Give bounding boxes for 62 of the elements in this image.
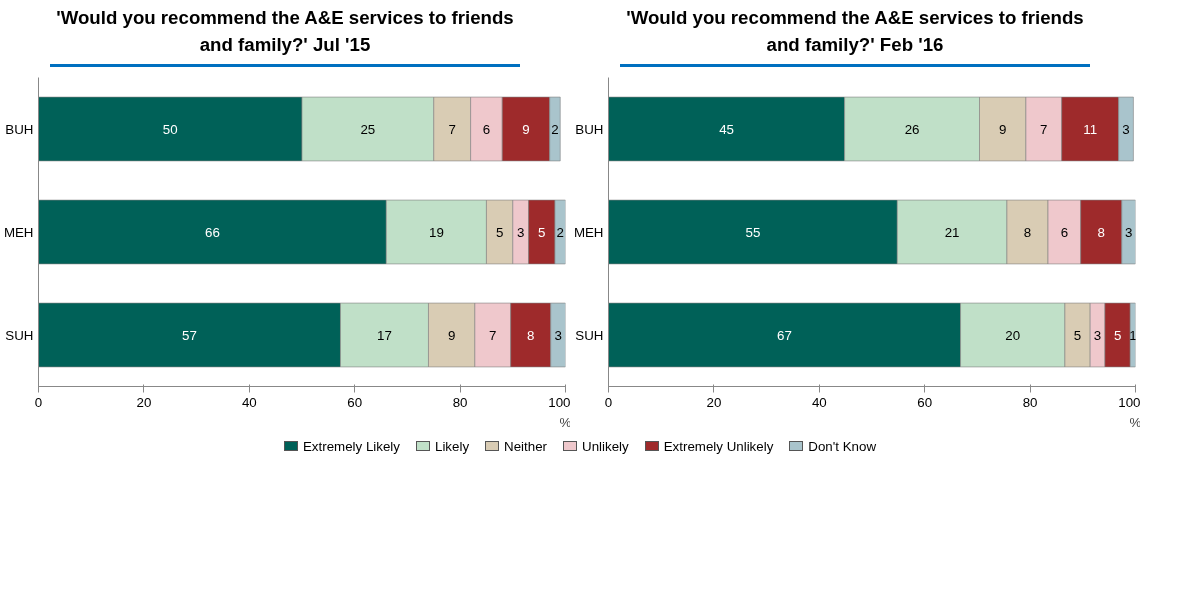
- data-label: 6: [482, 121, 491, 137]
- data-label: 66: [205, 224, 220, 240]
- data-label: 20: [1005, 327, 1021, 343]
- data-label: 55: [745, 224, 761, 240]
- data-label: 5: [1113, 327, 1122, 343]
- data-label: 3: [554, 327, 562, 343]
- y-tick-label: BUH: [5, 121, 34, 137]
- data-label: 21: [944, 224, 960, 240]
- data-label: 5: [495, 224, 504, 240]
- x-tick-label: 60: [347, 394, 363, 410]
- legend-label: Extremely Unlikely: [662, 439, 774, 455]
- x-tick-label: 60: [917, 394, 933, 410]
- data-label: 7: [1040, 121, 1048, 137]
- data-label: 8: [1097, 224, 1105, 240]
- legend-label: Unlikely: [581, 439, 629, 455]
- data-label: 9: [447, 327, 456, 343]
- legend-label: Neither: [503, 439, 548, 455]
- data-label: 19: [428, 224, 444, 240]
- data-label: 7: [448, 121, 456, 137]
- x-tick-label: 40: [811, 394, 827, 410]
- y-tick-label: SUH: [5, 327, 34, 343]
- x-tick-label: 80: [1022, 394, 1038, 410]
- data-label: 45: [719, 121, 734, 137]
- y-tick-label: MEH: [573, 224, 604, 240]
- data-label: 8: [527, 327, 535, 343]
- legend-label: Don't Know: [807, 439, 877, 455]
- chart-title: 'Would you recommend the A&E services to friends and family?' Feb '16: [625, 6, 1085, 57]
- data-label: 9: [522, 121, 530, 137]
- data-label: 7: [489, 327, 497, 343]
- data-label: 2: [551, 121, 559, 137]
- x-tick-label: 20: [136, 394, 152, 410]
- data-label: 3: [1122, 121, 1130, 137]
- data-label: 3: [1093, 327, 1102, 343]
- x-tick-label: 0: [34, 394, 43, 410]
- y-tick-label: BUH: [575, 121, 604, 137]
- data-label: 25: [360, 121, 376, 137]
- data-label: 50: [162, 121, 178, 137]
- data-label: 57: [182, 327, 197, 343]
- chart-title: 'Would you recommend the A&E services to friends and family?' Jul '15: [55, 6, 515, 57]
- data-label: 1: [1129, 327, 1137, 343]
- data-label: 8: [1023, 224, 1032, 240]
- data-label: 5: [538, 224, 546, 240]
- x-tick-label: 100: [548, 394, 571, 410]
- data-label: 5: [1073, 327, 1082, 343]
- x-tick-label: 40: [241, 394, 257, 410]
- x-tick-label: 100: [1118, 394, 1141, 410]
- data-label: 11: [1083, 121, 1098, 137]
- x-tick-label: 0: [604, 394, 613, 410]
- y-tick-label: MEH: [3, 224, 34, 240]
- data-label: 3: [1124, 224, 1133, 240]
- data-label: 2: [556, 224, 564, 240]
- data-label: 9: [998, 121, 1007, 137]
- data-label: 3: [517, 224, 525, 240]
- legend-label: Extremely Likely: [301, 439, 400, 455]
- x-tick-label: 20: [706, 394, 722, 410]
- x-tick-label: 80: [452, 394, 468, 410]
- data-label: 6: [1060, 224, 1069, 240]
- data-label: 67: [777, 327, 792, 343]
- y-tick-label: SUH: [575, 327, 604, 343]
- legend-label: Likely: [433, 439, 470, 455]
- data-label: 17: [377, 327, 392, 343]
- data-label: 26: [904, 121, 920, 137]
